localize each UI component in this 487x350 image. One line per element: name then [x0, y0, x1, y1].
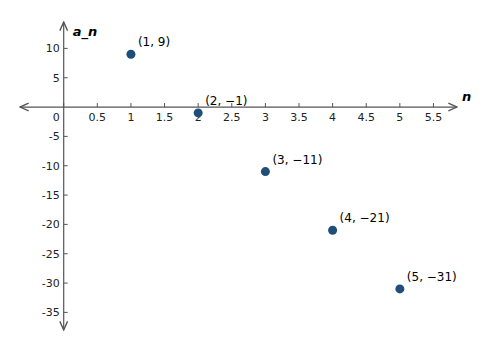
- x-tick: [399, 103, 400, 107]
- y-tick-label: -25: [42, 248, 60, 261]
- x-tick-label: 0: [53, 111, 60, 124]
- x-tick: [63, 103, 64, 107]
- x-tick-label: 0.5: [89, 111, 107, 124]
- y-tick-label: 10: [46, 42, 60, 55]
- x-tick: [433, 103, 434, 107]
- x-tick: [299, 103, 300, 107]
- y-tick-label: 5: [53, 72, 60, 85]
- point: [194, 108, 203, 117]
- y-tick: [64, 77, 68, 78]
- y-tick-label: -10: [42, 160, 60, 173]
- data-label: (1, 9): [138, 35, 170, 49]
- x-tick: [97, 103, 98, 107]
- x-tick: [198, 103, 199, 107]
- x-tick-label: 1.5: [156, 111, 174, 124]
- x-tick-label: 1: [127, 111, 134, 124]
- x-tick-label: 5.5: [425, 111, 443, 124]
- point: [395, 284, 404, 293]
- x-tick: [366, 103, 367, 107]
- y-tick: [64, 48, 68, 49]
- y-tick-label: -35: [42, 306, 60, 319]
- x-tick: [265, 103, 266, 107]
- y-tick-label: -20: [42, 218, 60, 231]
- data-label: (5, −31): [407, 270, 457, 284]
- chart: 00.511.522.533.544.555.5-35-30-25-20-15-…: [0, 0, 487, 350]
- point: [261, 167, 270, 176]
- x-tick-label: 4: [329, 111, 336, 124]
- x-axis-label: n: [462, 89, 471, 104]
- y-axis-label: a_n: [73, 24, 98, 40]
- y-tick: [64, 195, 68, 196]
- x-tick-label: 3: [262, 111, 269, 124]
- data-label: (3, −11): [272, 153, 322, 167]
- x-tick: [164, 103, 165, 107]
- y-tick: [64, 224, 68, 225]
- x-tick: [130, 103, 131, 107]
- x-tick: [332, 103, 333, 107]
- y-tick: [64, 165, 68, 166]
- y-tick: [64, 253, 68, 254]
- x-tick-label: 3.5: [290, 111, 308, 124]
- chart-container: 00.511.522.533.544.555.5-35-30-25-20-15-…: [0, 0, 487, 350]
- y-tick: [64, 136, 68, 137]
- y-tick-label: -15: [42, 189, 60, 202]
- data-label: (4, −21): [340, 211, 390, 225]
- points: [126, 50, 404, 294]
- x-tick-label: 2.5: [223, 111, 241, 124]
- point: [126, 50, 135, 59]
- y-tick-label: -5: [49, 130, 60, 143]
- data-label: (2, −1): [205, 94, 247, 108]
- y-tick: [64, 283, 68, 284]
- y-tick: [64, 312, 68, 313]
- x-tick-label: 5: [396, 111, 403, 124]
- y-axis-line: [63, 22, 64, 330]
- y-tick-label: -30: [42, 277, 60, 290]
- point: [328, 226, 337, 235]
- x-tick-label: 4.5: [357, 111, 375, 124]
